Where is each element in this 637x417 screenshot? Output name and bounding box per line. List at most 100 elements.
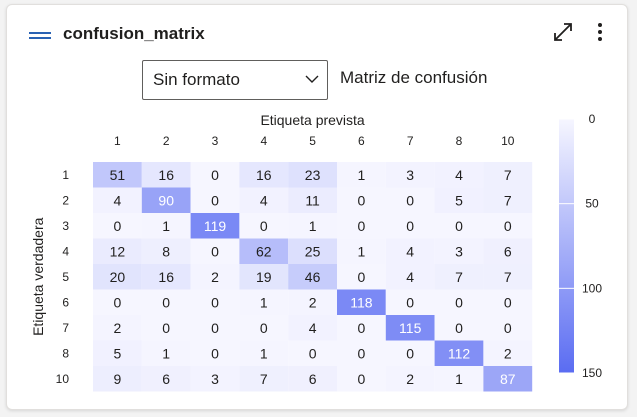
cell-value-label: 0 bbox=[358, 269, 366, 285]
y-tick-label: 4 bbox=[62, 244, 69, 258]
cell-value-label: 7 bbox=[504, 167, 512, 183]
heatmap-cell bbox=[190, 213, 240, 239]
cell-value-label: 25 bbox=[305, 243, 321, 259]
hamburger-icon[interactable] bbox=[29, 32, 51, 40]
cell-value-label: 0 bbox=[260, 218, 268, 234]
heatmap-cell bbox=[288, 187, 337, 213]
heatmap-cell bbox=[190, 162, 240, 188]
x-tick-label: 8 bbox=[456, 134, 463, 148]
cell-value-label: 0 bbox=[162, 320, 170, 336]
heatmap-cell bbox=[483, 366, 533, 392]
cell-value-label: 46 bbox=[305, 269, 321, 285]
cell-value-label: 112 bbox=[448, 345, 471, 361]
heatmap-cell bbox=[190, 187, 240, 213]
format-select[interactable]: Sin formato bbox=[142, 60, 328, 100]
y-tick-label: 1 bbox=[62, 168, 69, 182]
heatmap-cell bbox=[93, 289, 142, 315]
cell-value-label: 19 bbox=[256, 269, 272, 285]
heatmap-cell bbox=[93, 340, 142, 366]
cell-value-label: 4 bbox=[114, 192, 122, 208]
y-axis-title: Etiqueta verdadera bbox=[30, 217, 46, 336]
heatmap-cell bbox=[434, 162, 484, 188]
heatmap-cell bbox=[239, 315, 289, 341]
x-tick-label: 5 bbox=[309, 134, 316, 148]
heatmap-cell bbox=[385, 366, 435, 392]
heatmap-cell bbox=[190, 315, 240, 341]
heatmap-cell bbox=[141, 289, 191, 315]
colorbar-tick-label: 150 bbox=[582, 366, 602, 380]
cell-value-label: 1 bbox=[260, 294, 268, 310]
y-tick-label: 6 bbox=[62, 295, 69, 309]
cell-value-label: 0 bbox=[211, 243, 219, 259]
y-tick-label: 8 bbox=[62, 346, 69, 360]
confusion-matrix-card: confusion_matrix Sin formato Matriz de c… bbox=[6, 4, 628, 410]
more-vertical-icon[interactable] bbox=[594, 21, 606, 43]
heatmap-cell bbox=[141, 340, 191, 366]
heatmap-cell bbox=[239, 264, 289, 290]
x-axis-title: Etiqueta prevista bbox=[260, 112, 364, 128]
heatmap-cell bbox=[239, 366, 289, 392]
colorbar-tick-label: 50 bbox=[585, 197, 599, 211]
heatmap-cell bbox=[288, 366, 337, 392]
cell-value-label: 0 bbox=[406, 218, 414, 234]
cell-value-label: 0 bbox=[504, 218, 512, 234]
colorbar-tick-label: 100 bbox=[582, 281, 602, 295]
cell-value-label: 119 bbox=[204, 218, 227, 234]
heatmap-cell bbox=[337, 238, 386, 264]
heatmap-cell bbox=[93, 162, 142, 188]
heatmap-cell bbox=[141, 366, 191, 392]
heatmap-cell bbox=[288, 162, 337, 188]
heatmap-cell bbox=[385, 213, 435, 239]
cell-value-label: 16 bbox=[256, 167, 272, 183]
heatmap-cell bbox=[434, 187, 484, 213]
y-tick-label: 7 bbox=[62, 321, 69, 335]
heatmap-cell bbox=[434, 213, 484, 239]
cell-value-label: 7 bbox=[260, 371, 268, 387]
cell-value-label: 1 bbox=[455, 371, 463, 387]
cell-value-label: 0 bbox=[406, 192, 414, 208]
heatmap-cell bbox=[434, 264, 484, 290]
heatmap-cell bbox=[141, 213, 191, 239]
card-title: confusion_matrix bbox=[63, 24, 205, 43]
heatmap-cell bbox=[93, 315, 142, 341]
cell-value-label: 0 bbox=[211, 192, 219, 208]
cell-value-label: 4 bbox=[406, 243, 414, 259]
heatmap-cell bbox=[337, 213, 386, 239]
cell-value-label: 0 bbox=[455, 294, 463, 310]
cell-value-label: 0 bbox=[455, 320, 463, 336]
heatmap-cell bbox=[288, 213, 337, 239]
cell-value-label: 118 bbox=[350, 294, 373, 310]
cell-value-label: 23 bbox=[305, 167, 321, 183]
heatmap-cell bbox=[190, 238, 240, 264]
heatmap-cell bbox=[288, 264, 337, 290]
x-tick-label: 4 bbox=[260, 134, 267, 148]
cell-value-label: 11 bbox=[305, 192, 320, 208]
heatmap-cell bbox=[288, 238, 337, 264]
cell-value-label: 0 bbox=[504, 320, 512, 336]
cell-value-label: 6 bbox=[309, 371, 317, 387]
heatmap-cell bbox=[434, 289, 484, 315]
expand-icon[interactable] bbox=[552, 21, 574, 43]
cell-value-label: 0 bbox=[114, 294, 122, 310]
heatmap-cell bbox=[483, 340, 533, 366]
cell-value-label: 0 bbox=[504, 294, 512, 310]
cell-value-label: 0 bbox=[406, 345, 414, 361]
y-tick-label: 5 bbox=[62, 270, 69, 284]
cell-value-label: 8 bbox=[162, 243, 170, 259]
cell-value-label: 1 bbox=[358, 167, 366, 183]
cell-value-label: 0 bbox=[114, 218, 122, 234]
heatmap-cell bbox=[239, 238, 289, 264]
cell-value-label: 3 bbox=[455, 243, 463, 259]
cell-value-label: 20 bbox=[110, 269, 126, 285]
heatmap-cell bbox=[239, 187, 289, 213]
cell-value-label: 4 bbox=[309, 320, 317, 336]
cell-value-label: 7 bbox=[504, 192, 512, 208]
heatmap-cell bbox=[141, 264, 191, 290]
chart-caption: Matriz de confusión bbox=[340, 68, 488, 87]
cell-value-label: 62 bbox=[256, 243, 272, 259]
heatmap-cell bbox=[385, 162, 435, 188]
cell-value-label: 0 bbox=[162, 294, 170, 310]
y-tick-label: 2 bbox=[62, 193, 69, 207]
heatmap-cell bbox=[93, 213, 142, 239]
